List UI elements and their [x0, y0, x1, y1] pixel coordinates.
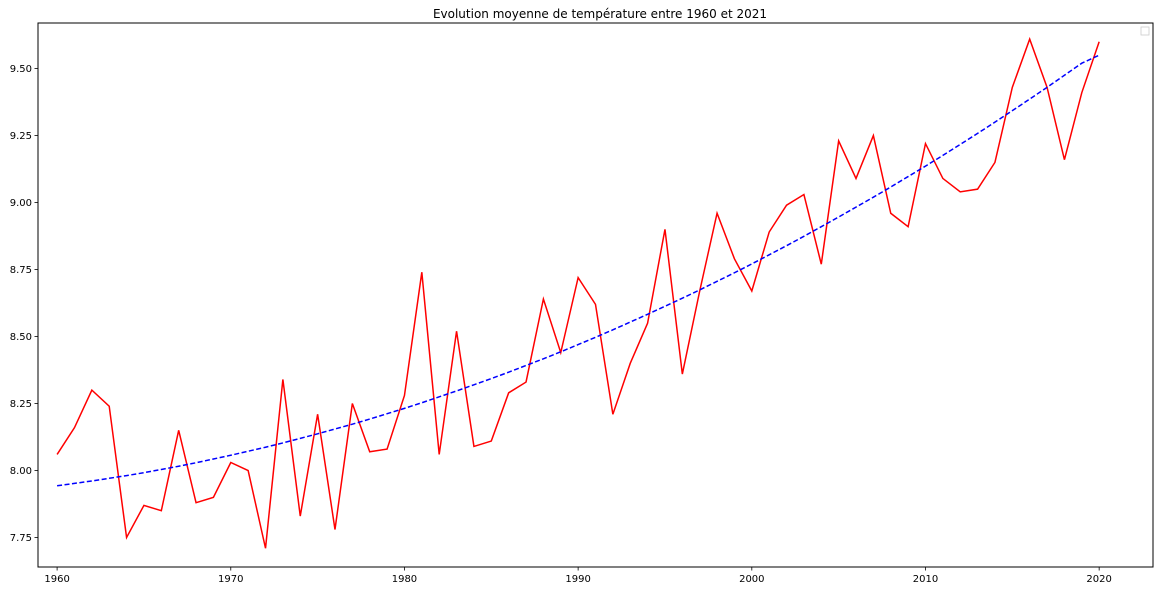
temperature-line [56, 36, 1100, 549]
x-tick-label: 2010 [913, 574, 938, 585]
x-tick-label: 2000 [739, 574, 764, 585]
chart-title: Evolution moyenne de température entre 1… [433, 7, 767, 21]
x-tick-label: 1960 [44, 574, 69, 585]
axes: 1960 1970 1980 1990 2000 2010 2020 7.75 8.00 8.25… [10, 64, 1112, 585]
y-tick-label: 9.00 [10, 198, 32, 209]
y-tick-label: 8.00 [10, 466, 32, 477]
y-tick-label: 9.25 [10, 131, 32, 142]
y-tick-label: 7.75 [10, 533, 32, 544]
x-tick-label: 1970 [218, 574, 243, 585]
x-tick-label: 1990 [565, 574, 590, 585]
trend-line [56, 54, 1100, 487]
x-tick-label: 1980 [392, 574, 417, 585]
legend-box [1140, 26, 1150, 36]
plot-area [56, 36, 1100, 549]
y-tick-label: 8.50 [10, 332, 32, 343]
x-tick-label: 2020 [1086, 574, 1111, 585]
y-tick-label: 8.25 [10, 399, 32, 410]
y-tick-label: 8.75 [10, 265, 32, 276]
y-tick-label: 9.50 [10, 64, 32, 75]
plot-frame [37, 22, 1154, 568]
